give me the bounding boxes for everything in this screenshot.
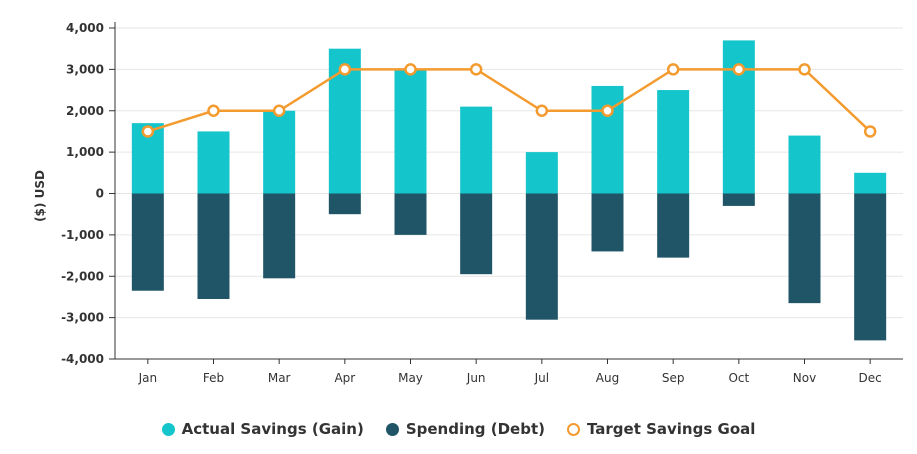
savings-bar bbox=[197, 131, 230, 194]
y-tick-label: -4,000 bbox=[61, 352, 104, 366]
spending-bar bbox=[591, 193, 624, 252]
y-tick-label: -1,000 bbox=[61, 228, 104, 242]
legend-label: Spending (Debt) bbox=[405, 420, 545, 438]
legend: Actual Savings (Gain) Spending (Debt) Targ… bbox=[0, 420, 917, 438]
x-tick-label: Jul bbox=[534, 371, 549, 385]
x-tick-label: Mar bbox=[268, 371, 291, 385]
spending-bar bbox=[131, 193, 164, 291]
target-point bbox=[338, 63, 352, 76]
legend-swatch bbox=[385, 422, 399, 436]
target-line bbox=[141, 63, 877, 138]
y-tick-labels: 4,000 3,000 2,000 1,000 0 -1,000 -2,000 -3,000 -… bbox=[61, 21, 104, 366]
savings-bar bbox=[657, 90, 690, 194]
spending-bar bbox=[657, 193, 690, 258]
spending-bar bbox=[263, 193, 296, 279]
spending-bar bbox=[788, 193, 821, 304]
target-point bbox=[535, 104, 549, 117]
axes bbox=[114, 22, 903, 364]
spending-bar bbox=[460, 193, 493, 275]
savings-bar bbox=[394, 69, 427, 194]
legend-swatch bbox=[161, 422, 175, 436]
x-tick-label: May bbox=[398, 371, 423, 385]
target-point bbox=[601, 104, 614, 117]
x-tick-label: Dec bbox=[859, 371, 882, 385]
target-line-path bbox=[147, 68, 872, 133]
legend-swatch bbox=[566, 422, 580, 436]
x-tick-label: Jan bbox=[138, 371, 158, 385]
spending-bar bbox=[394, 193, 427, 235]
legend-item: Spending (Debt) bbox=[385, 420, 545, 438]
chart: 4,000 3,000 2,000 1,000 0 -1,000 -2,000 -3,000 -… bbox=[33, 21, 903, 385]
legend-item: Actual Savings (Gain) bbox=[161, 420, 364, 438]
spending-bar bbox=[722, 193, 755, 206]
y-tick-label: 3,000 bbox=[66, 62, 104, 76]
target-point bbox=[141, 125, 155, 138]
y-tick-label: -2,000 bbox=[61, 269, 104, 283]
target-point bbox=[469, 63, 483, 76]
x-tick-label: Oct bbox=[728, 371, 749, 385]
spending-bar bbox=[197, 193, 230, 300]
savings-bar bbox=[788, 135, 821, 194]
target-point bbox=[798, 63, 811, 76]
target-point bbox=[404, 63, 417, 76]
savings-bar bbox=[591, 85, 624, 194]
x-tick-label: Jun bbox=[466, 371, 486, 385]
target-point bbox=[207, 104, 220, 117]
y-axis-label: ($) USD bbox=[33, 170, 47, 222]
legend-label: Actual Savings (Gain) bbox=[181, 420, 364, 438]
spending-bar bbox=[525, 193, 558, 320]
savings-bar bbox=[854, 172, 887, 194]
x-tick-labels: Jan Feb Mar Apr May Jun Jul Aug Sep Oct Nov Dec bbox=[138, 371, 882, 385]
y-tick-label: 0 bbox=[96, 187, 104, 201]
target-point bbox=[732, 63, 746, 76]
y-tick-label: -3,000 bbox=[61, 311, 104, 325]
bars bbox=[131, 40, 887, 341]
spending-bar bbox=[328, 193, 361, 215]
savings-bar bbox=[263, 110, 296, 194]
legend-label: Target Savings Goal bbox=[586, 420, 756, 438]
spending-bar bbox=[854, 193, 887, 341]
target-point bbox=[666, 63, 680, 76]
target-point bbox=[863, 125, 877, 138]
x-tick-label: Nov bbox=[793, 371, 816, 385]
y-tick-label: 2,000 bbox=[66, 104, 104, 118]
legend-item: Target Savings Goal bbox=[566, 420, 756, 438]
target-point bbox=[272, 104, 286, 117]
y-tick-label: 1,000 bbox=[66, 145, 104, 159]
x-tick-label: Aug bbox=[596, 371, 619, 385]
x-tick-label: Apr bbox=[334, 371, 355, 385]
y-tick-label: 4,000 bbox=[66, 21, 104, 35]
savings-bar bbox=[460, 106, 493, 194]
savings-bar bbox=[525, 152, 558, 194]
x-tick-label: Sep bbox=[662, 371, 685, 385]
x-tick-label: Feb bbox=[203, 371, 224, 385]
